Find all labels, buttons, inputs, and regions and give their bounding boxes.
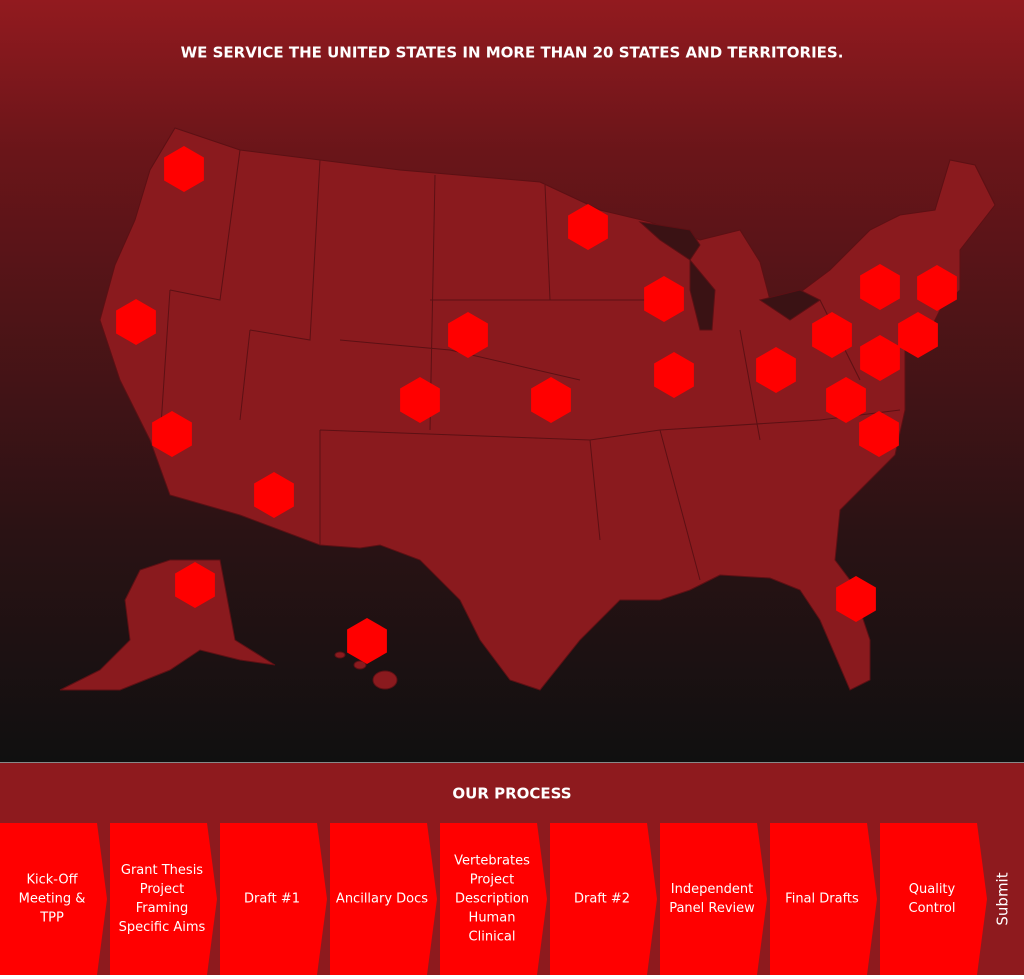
location-marker [859,411,899,457]
location-marker [756,347,796,393]
process-steps: Kick-Off Meeting & TPP Grant Thesis Project F… [0,823,987,975]
step-label: TPP [39,911,64,926]
step-label: Quality [909,882,956,897]
process-step [0,823,107,975]
process-step [880,823,987,975]
step-label: Project [470,873,514,888]
location-marker [448,312,488,358]
hawaii [353,660,367,670]
location-marker [152,411,192,457]
alaska [59,559,276,691]
hawaii [334,651,346,659]
process-step [660,823,767,975]
step-label: Ancillary Docs [336,892,428,907]
process-step [440,823,547,975]
step-label: Specific Aims [119,920,206,935]
location-marker [164,146,204,192]
step-label: Control [909,901,956,916]
hawaii [372,670,398,690]
step-label: Grant Thesis [121,863,203,878]
step-label: Clinical [469,930,516,945]
map-heading: WE SERVICE THE UNITED STATES IN MORE THA… [181,44,844,62]
location-marker [860,264,900,310]
process-title: OUR PROCESS [452,785,571,803]
location-marker [347,618,387,664]
location-marker [836,576,876,622]
location-marker [116,299,156,345]
step-label: Draft #1 [244,892,300,907]
process-step [220,823,327,975]
location-marker [254,472,294,518]
process-step [770,823,877,975]
process-step [330,823,437,975]
step-label: Draft #2 [574,892,630,907]
location-marker [568,204,608,250]
location-marker [531,377,571,423]
location-marker [826,377,866,423]
location-marker [400,377,440,423]
step-label: Independent [671,882,753,897]
process-step [550,823,657,975]
submit-label: Submit [994,872,1012,925]
step-label: Human [469,911,516,926]
step-label: Panel Review [669,901,755,916]
location-marker [812,312,852,358]
location-marker [175,562,215,608]
step-label: Framing [136,901,189,916]
step-label: Description [455,892,529,907]
step-label: Vertebrates [454,854,530,869]
location-marker [644,276,684,322]
location-marker [917,265,957,311]
location-marker [654,352,694,398]
step-label: Final Drafts [785,892,859,907]
markers [116,146,957,664]
location-marker [898,312,938,358]
step-label: Kick-Off [26,873,78,888]
location-marker [860,335,900,381]
step-label: Project [140,882,184,897]
process-step [110,823,217,975]
step-label: Meeting & [19,892,86,907]
